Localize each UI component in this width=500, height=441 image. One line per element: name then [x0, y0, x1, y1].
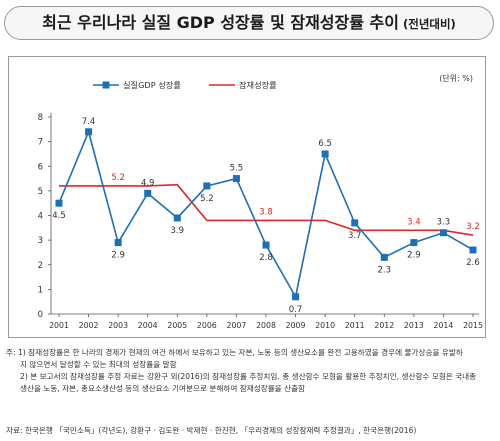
gdp-value-label: 3.3: [437, 218, 451, 228]
y-tick-label: 4: [38, 212, 43, 222]
gdp-value-label: 6.5: [318, 139, 332, 149]
x-tick-label: 2006: [197, 321, 217, 330]
chart-subtitle: (전년대비): [402, 17, 456, 31]
gdp-point: [85, 128, 93, 136]
x-tick-label: 2010: [315, 321, 335, 330]
source-note: 자료: 한국은행 「국민소득」(각년도), 강환구 · 김도완 · 박재현 · …: [6, 426, 417, 435]
gdp-point: [292, 293, 300, 301]
line-chart: 0 1 2 3 4 5 6 7 8 2001 2002 2003 2004 2005 2006 2007 200…: [38, 73, 483, 330]
footnotes: 주: 1) 잠재성장률은 한 나라의 경제가 현재의 여건 하에서 보유하고 있…: [6, 347, 494, 395]
y-tick-label: 8: [38, 113, 43, 123]
x-tick-label: 2015: [463, 321, 483, 330]
x-tick-label: 2003: [108, 321, 128, 330]
potential-value-label: 3.2: [466, 222, 480, 232]
x-tick-label: 2007: [227, 321, 247, 330]
y-tick-label: 7: [38, 138, 43, 148]
gdp-value-label: 4.9: [141, 178, 155, 188]
y-tick-label: 0: [38, 310, 43, 320]
y-tick-label: 2: [38, 261, 43, 271]
y-tick-label: 5: [38, 187, 43, 197]
gdp-value-label: 4.5: [52, 211, 66, 221]
legend-gdp-label: 실질GDP 성장률: [123, 80, 181, 90]
gdp-value-label: 2.8: [259, 253, 273, 263]
gdp-point: [173, 214, 181, 222]
gdp-point: [114, 239, 122, 247]
gdp-value-label: 3.7: [348, 231, 362, 241]
chart-frame: 0 1 2 3 4 5 6 7 8 2001 2002 2003 2004 2005 2006 2007 200…: [8, 56, 486, 338]
gdp-point: [55, 199, 63, 207]
footnote-2-cont: 생산을 노동, 자본, 총요소생산성 등의 생산요소 기여분으로 분해하여 잠재…: [20, 384, 306, 393]
gdp-point: [321, 150, 329, 158]
gdp-point: [380, 253, 388, 261]
y-tick-label: 3: [38, 236, 43, 246]
chart-title: 최근 우리나라 실질 GDP 성장률 및 잠재성장률 추이: [42, 13, 399, 32]
gdp-point: [232, 175, 240, 183]
footnote-1-cont: 지 않으면서 달성할 수 있는 최대의 성장률을 말함: [20, 360, 177, 369]
footnote-2: 2) 본 보고서의 잠재성장률 추정 자료는 강환구 외(2016)의 잠재성장…: [20, 372, 477, 381]
gdp-value-label: 2.3: [378, 265, 392, 275]
gdp-value-label: 3.9: [171, 226, 185, 236]
x-tick-label: 2008: [256, 321, 276, 330]
y-tick-label: 6: [38, 162, 43, 172]
gdp-value-label: 7.4: [82, 117, 96, 127]
x-tick-label: 2002: [79, 321, 99, 330]
gdp-value-label: 2.6: [466, 258, 480, 268]
x-tick-label: 2009: [286, 321, 306, 330]
gdp-point: [469, 246, 477, 254]
gdp-point: [203, 182, 211, 190]
x-tick-label: 2005: [167, 321, 187, 330]
x-tick-label: 2014: [434, 321, 454, 330]
x-tick-label: 2001: [49, 321, 69, 330]
x-tick-label: 2013: [404, 321, 424, 330]
gdp-value-label: 2.9: [407, 251, 421, 261]
gdp-point: [410, 239, 418, 247]
gdp-value-label: 2.9: [111, 251, 125, 261]
gdp-value-label: 5.5: [230, 164, 244, 174]
title-bar: 최근 우리나라 실질 GDP 성장률 및 잠재성장률 추이 (전년대비): [4, 6, 494, 40]
gdp-point: [262, 241, 270, 249]
gdp-point: [439, 229, 447, 237]
gdp-value-label: 0.7: [289, 305, 303, 315]
potential-value-label: 3.4: [407, 217, 421, 227]
gdp-point: [351, 219, 359, 227]
potential-growth-line: [59, 183, 474, 236]
x-tick-label: 2012: [374, 321, 394, 330]
legend-gdp-marker: [102, 81, 110, 89]
gdp-point: [144, 189, 152, 197]
potential-value-label: 5.2: [111, 173, 125, 183]
legend-potential-label: 잠재성장률: [239, 80, 277, 90]
unit-label: (단위: %): [439, 73, 473, 83]
gdp-value-label: 5.2: [200, 194, 214, 204]
y-tick-label: 1: [38, 285, 43, 295]
potential-value-label: 3.8: [259, 207, 273, 217]
footnote-1: 주: 1) 잠재성장률은 한 나라의 경제가 현재의 여건 하에서 보유하고 있…: [6, 348, 463, 357]
x-tick-label: 2004: [138, 321, 158, 330]
x-tick-label: 2011: [345, 321, 365, 330]
